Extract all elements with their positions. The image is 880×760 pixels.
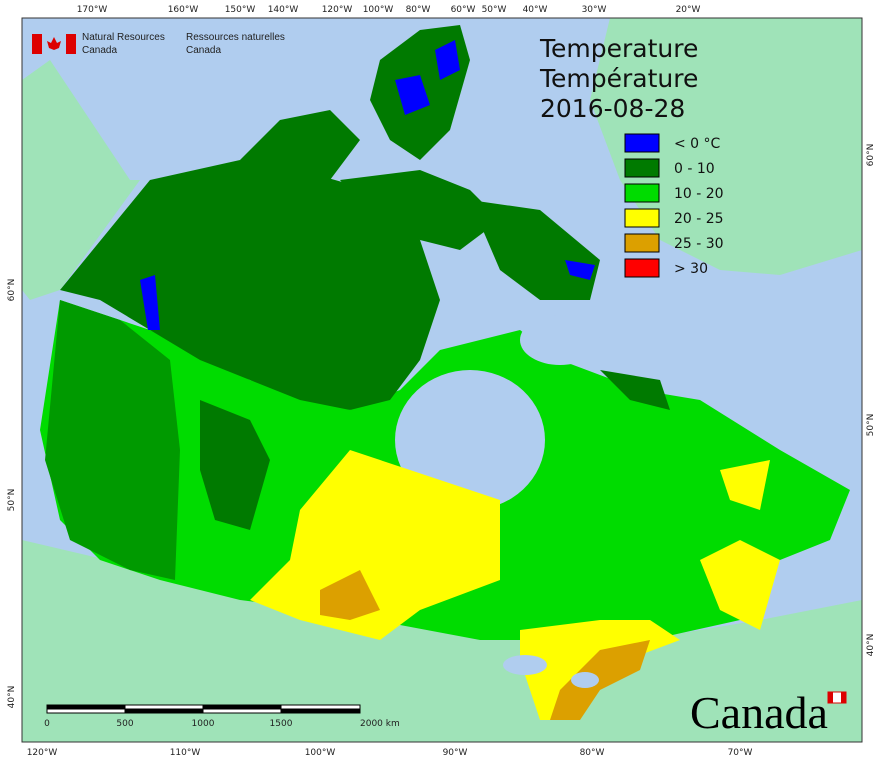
hudson-bay	[395, 370, 545, 510]
great-lake	[571, 672, 599, 688]
graticule-label: 120°W	[27, 748, 58, 758]
graticule-label: 100°W	[305, 748, 336, 758]
agency-en: Natural Resources	[82, 32, 165, 43]
usa	[22, 540, 862, 742]
graticule-label: 60°N	[866, 144, 876, 167]
zone-25-30	[550, 640, 650, 720]
zone-25-30	[320, 570, 380, 620]
flag	[32, 34, 76, 54]
graticule-label: 80°W	[580, 748, 605, 758]
graticule-label: 40°N	[866, 634, 876, 657]
graticule-label: 60°W	[451, 5, 476, 15]
island	[340, 170, 500, 250]
graticule-label: 100°W	[363, 5, 394, 15]
labrador	[600, 370, 670, 410]
zone-20-25	[720, 460, 770, 510]
scale-segment	[46, 708, 126, 714]
legend-swatch	[624, 258, 660, 278]
graticule-label: 90°W	[443, 748, 468, 758]
graticule-label: 160°W	[168, 5, 199, 15]
zone-below-0	[395, 75, 430, 115]
graticule-label: 140°W	[268, 5, 299, 15]
graticule-label: 110°W	[170, 748, 201, 758]
legend-swatch	[624, 133, 660, 153]
graticule-label: 20°W	[676, 5, 701, 15]
wordmark: Canada	[690, 687, 828, 738]
legend-label: 20 - 25	[674, 211, 724, 227]
map-frame	[21, 17, 863, 743]
scale-label: 500	[116, 719, 133, 729]
wordmark-flag	[841, 692, 846, 703]
scale-segment	[202, 704, 282, 710]
title: Température	[539, 64, 698, 93]
flag-leaf	[47, 37, 61, 50]
graticule-label: 80°W	[406, 5, 431, 15]
graticule-label: 60°N	[7, 279, 17, 302]
scale-segment	[46, 704, 126, 710]
agency-fr: Canada	[186, 45, 221, 56]
land	[22, 18, 862, 742]
scale-segment	[280, 708, 361, 714]
legend-swatch	[624, 208, 660, 228]
legend-label: 0 - 10	[674, 161, 715, 177]
flag-bar	[66, 34, 76, 54]
graticule-label: 50°N	[866, 414, 876, 437]
zone-below-0	[140, 275, 160, 330]
zone-20-25	[700, 540, 780, 630]
legend-swatch	[624, 183, 660, 203]
title: Temperature	[539, 34, 698, 63]
island	[470, 200, 600, 300]
legend-swatch	[624, 158, 660, 178]
scale-label: 1500	[270, 719, 293, 729]
scale-segment	[124, 708, 204, 714]
legend-label: 25 - 30	[674, 236, 724, 252]
graticule-label: 70°W	[728, 748, 753, 758]
graticule-label: 40°N	[7, 686, 17, 709]
scale-label: 0	[44, 719, 50, 729]
date: 2016-08-28	[540, 94, 685, 123]
legend-label: < 0 °C	[674, 136, 721, 152]
graticule-label: 120°W	[322, 5, 353, 15]
graticule-label: 170°W	[77, 5, 108, 15]
wordmark-flag	[828, 692, 833, 703]
agency-en: Canada	[82, 45, 117, 56]
scale-label: 1000	[192, 719, 215, 729]
zone-below-0	[565, 260, 595, 280]
agency-fr: Ressources naturelles	[186, 32, 285, 43]
zone-below-0	[435, 40, 460, 80]
scale-segment	[202, 708, 282, 714]
flag-bar	[32, 34, 42, 54]
scale-segment	[124, 704, 204, 710]
zone-0-10	[60, 160, 440, 410]
scale-label: 2000 km	[360, 719, 400, 729]
scale-segment	[280, 704, 361, 710]
zone-coast	[45, 300, 180, 580]
great-lake	[503, 655, 547, 675]
zone-0-10	[200, 400, 270, 530]
water	[520, 315, 600, 365]
alaska	[22, 60, 140, 300]
graticule-label: 50°W	[482, 5, 507, 15]
graticule-label: 150°W	[225, 5, 256, 15]
island	[240, 110, 360, 190]
legend-label: > 30	[674, 261, 708, 277]
graticule-label: 50°N	[7, 489, 17, 512]
legend-label: 10 - 20	[674, 186, 724, 202]
graticule-label: 30°W	[582, 5, 607, 15]
legend-swatch	[624, 233, 660, 253]
zone-20-25	[250, 450, 500, 640]
graticule-label: 40°W	[523, 5, 548, 15]
